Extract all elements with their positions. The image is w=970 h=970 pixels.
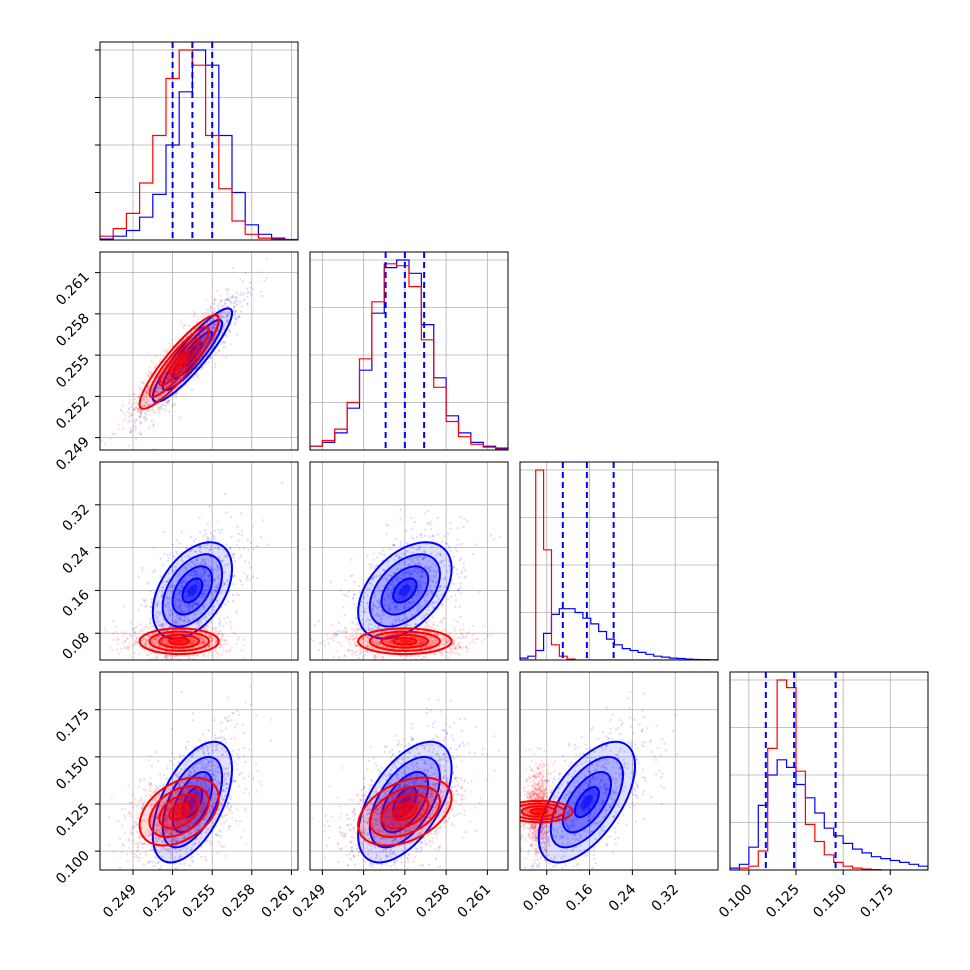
ytick-label-p1-0: 0.249 xyxy=(53,434,93,474)
panel-grid-1-0 xyxy=(100,252,298,450)
xtick-label-p0-2: 0.255 xyxy=(179,882,219,922)
xtick-label-p2-1: 0.16 xyxy=(563,881,596,914)
xtick-label-p1-1: 0.252 xyxy=(331,882,371,922)
ytick-label-p2-1: 0.16 xyxy=(59,587,92,620)
panel-frame-3-2 xyxy=(519,671,719,871)
contours-1-0-1 xyxy=(138,314,220,410)
xtick-label-p1-4: 0.261 xyxy=(455,882,495,922)
ytick-label-p2-0: 0.08 xyxy=(59,630,92,663)
panel-frame-2-2 xyxy=(519,461,719,661)
panel-frame-1-0 xyxy=(99,251,299,451)
histogram-series-3-0 xyxy=(730,759,928,870)
ytick-label-p2-2: 0.24 xyxy=(59,544,92,577)
contours-2-1-0 xyxy=(357,541,453,640)
histogram-series-1-1 xyxy=(310,263,508,450)
contours-3-2-0 xyxy=(537,740,637,864)
panel-grid-2-1 xyxy=(310,462,508,660)
contours-3-2-1 xyxy=(520,799,574,824)
xtick-label-p3-2: 0.150 xyxy=(810,882,850,922)
panel-grid-2-2 xyxy=(546,462,676,660)
contours-2-0-1 xyxy=(138,627,220,656)
contours-3-1-1 xyxy=(357,776,453,847)
panel-frame-1-1 xyxy=(309,251,509,451)
ytick-label-p3-0: 0.100 xyxy=(53,848,93,888)
xtick-label-p2-2: 0.24 xyxy=(606,881,639,914)
panel-grid-0-0 xyxy=(132,42,292,240)
diag-hgrid-3 xyxy=(730,679,928,823)
xtick-label-p0-0: 0.249 xyxy=(100,882,140,922)
ytick-label-p2-3: 0.32 xyxy=(59,501,92,534)
panel-grid-3-2 xyxy=(520,672,718,870)
xtick-label-p1-0: 0.249 xyxy=(290,882,330,922)
histogram-series-0-1 xyxy=(100,49,298,240)
xtick-label-p3-3: 0.175 xyxy=(857,882,897,922)
panel-frame-3-0 xyxy=(99,671,299,871)
xtick-label-p0-4: 0.261 xyxy=(259,882,299,922)
xtick-label-p1-2: 0.255 xyxy=(372,882,412,922)
ytick-label-p3-3: 0.175 xyxy=(53,706,93,746)
xtick-label-p3-1: 0.125 xyxy=(763,882,803,922)
histogram-series-0-0 xyxy=(100,49,298,240)
scatter-2-1-0 xyxy=(313,508,502,660)
panel-frame-3-3 xyxy=(729,671,929,871)
panel-grid-3-0 xyxy=(100,672,298,870)
ytick-label-p1-1: 0.252 xyxy=(53,393,93,433)
xtick-label-p2-3: 0.32 xyxy=(649,882,682,915)
ytick-label-p1-4: 0.261 xyxy=(53,269,93,309)
xtick-label-p0-1: 0.252 xyxy=(140,882,180,922)
xtick-label-p2-0: 0.08 xyxy=(520,882,553,915)
xtick-label-p0-3: 0.258 xyxy=(219,882,259,922)
ytick-label-p1-3: 0.258 xyxy=(53,310,93,350)
diag-hgrid-2 xyxy=(520,469,718,613)
panel-frame-0-0 xyxy=(99,41,299,241)
panel-grid-1-1 xyxy=(321,252,488,450)
panel-grid-3-3 xyxy=(748,672,891,870)
panel-frame-2-0 xyxy=(99,461,299,661)
diag-hgrid-0 xyxy=(95,49,298,193)
histogram-series-2-1 xyxy=(520,469,718,660)
ytick-label-p3-1: 0.125 xyxy=(53,801,93,841)
ytick-label-p3-2: 0.150 xyxy=(53,753,93,793)
contours-3-0-1 xyxy=(138,776,220,847)
xtick-label-p1-3: 0.258 xyxy=(413,882,453,922)
panel-frame-2-1 xyxy=(309,461,509,661)
histogram-series-2-0 xyxy=(520,608,718,660)
xtick-label-p3-0: 0.100 xyxy=(716,882,756,922)
panel-frame-3-1 xyxy=(309,671,509,871)
contours-2-1-1 xyxy=(357,627,453,656)
ytick-label-p1-2: 0.255 xyxy=(53,352,93,392)
contours-2-0-0 xyxy=(151,541,233,640)
